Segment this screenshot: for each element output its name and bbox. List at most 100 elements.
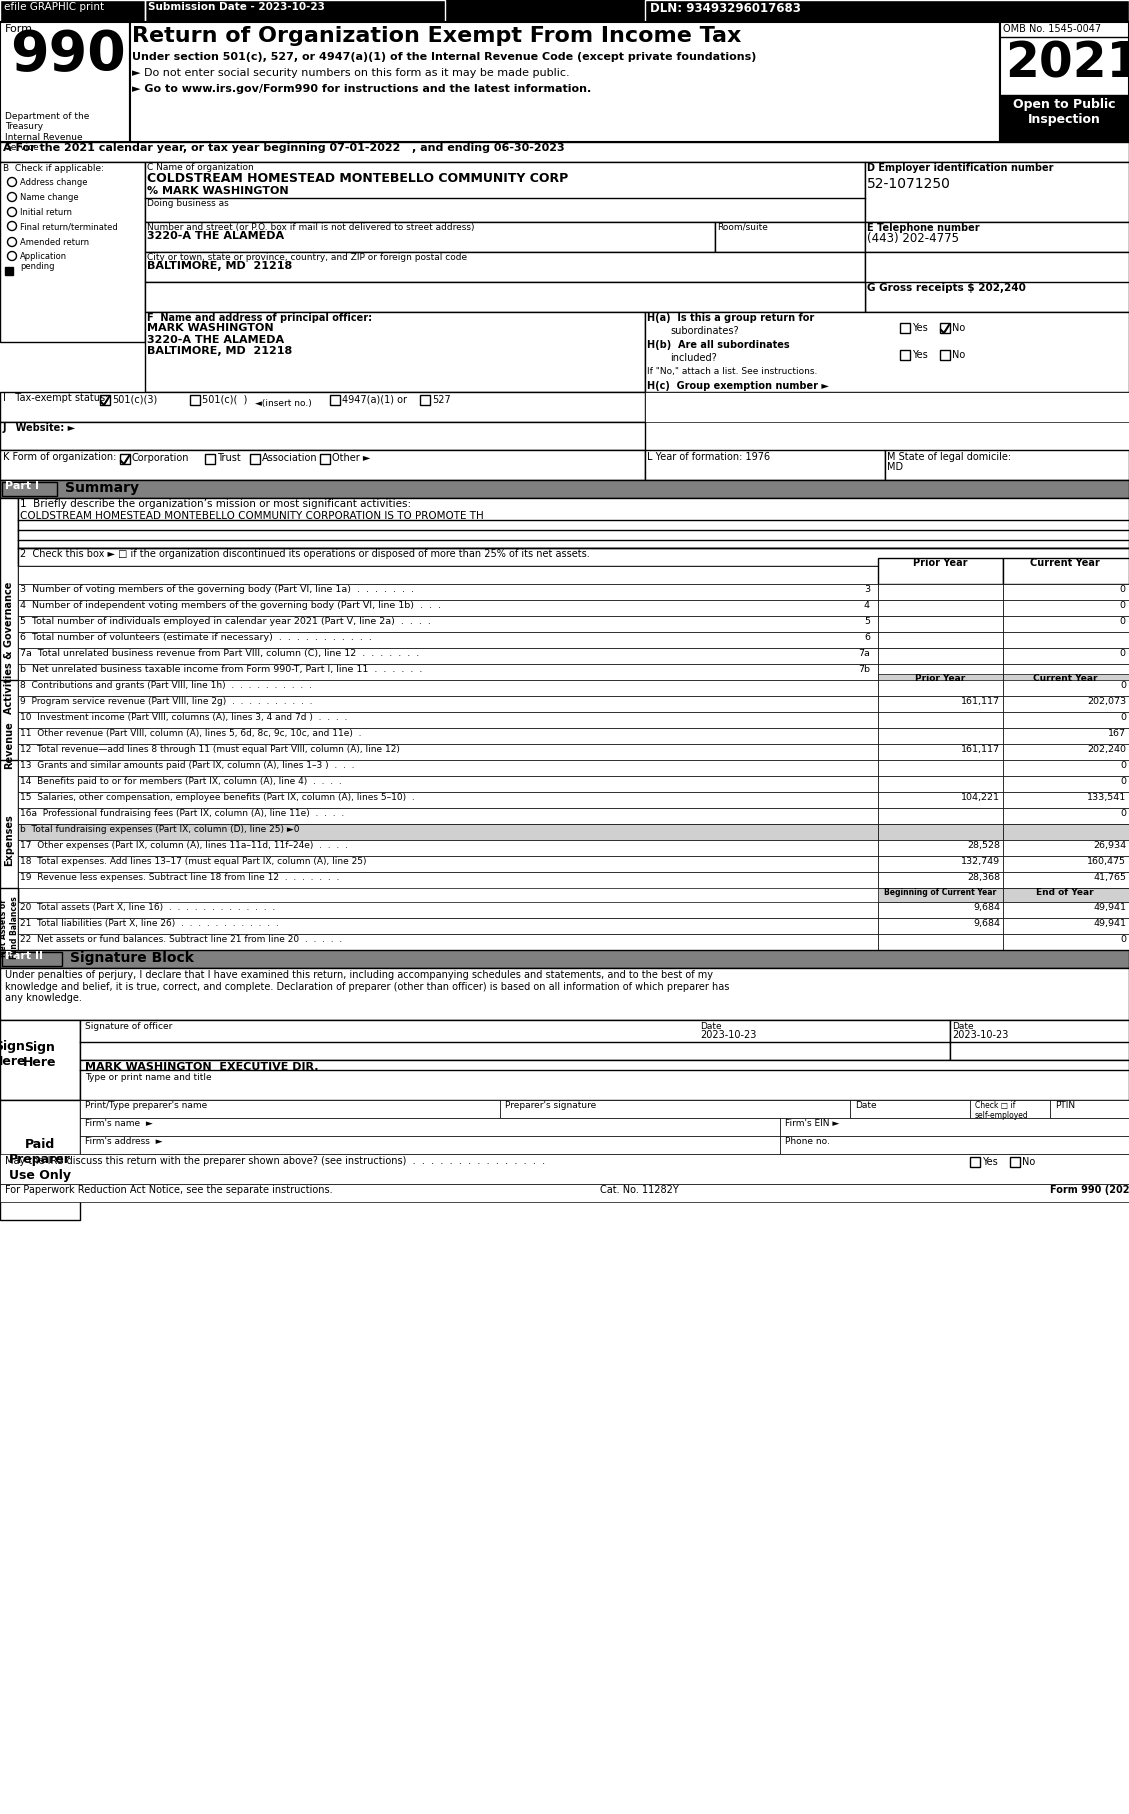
Text: M State of legal domicile:: M State of legal domicile: [887, 452, 1012, 463]
Bar [18, 760, 878, 776]
Bar [0, 889, 18, 969]
Bar [0, 680, 18, 811]
Text: Under section 501(c), 527, or 4947(a)(1) of the Internal Revenue Code (except pr: Under section 501(c), 527, or 4947(a)(1)… [132, 53, 756, 62]
Bar [18, 648, 878, 664]
Text: Yes: Yes [912, 323, 928, 334]
Bar [18, 600, 878, 617]
Bar [80, 1117, 780, 1136]
Text: 15  Salaries, other compensation, employee benefits (Part IX, column (A), lines : 15 Salaries, other compensation, employe… [20, 793, 414, 802]
Bar [145, 161, 865, 221]
Bar [1003, 918, 1129, 934]
Bar [878, 600, 1003, 617]
Bar [1003, 776, 1129, 793]
Text: Cat. No. 11282Y: Cat. No. 11282Y [599, 1185, 679, 1195]
Text: 4  Number of independent voting members of the governing body (Part VI, line 1b): 4 Number of independent voting members o… [20, 600, 441, 610]
Bar [0, 1185, 1129, 1203]
Text: 16a  Professional fundraising fees (Part IX, column (A), line 11e)  .  .  .  .: 16a Professional fundraising fees (Part … [20, 809, 344, 818]
Bar [80, 1136, 780, 1154]
Bar [878, 617, 1003, 631]
Text: G Gross receipts $ 202,240: G Gross receipts $ 202,240 [867, 283, 1026, 294]
Text: 22  Net assets or fund balances. Subtract line 21 from line 20  .  .  .  .  .: 22 Net assets or fund balances. Subtract… [20, 934, 342, 943]
Bar [1003, 648, 1129, 664]
Text: MARK WASHINGTON  EXECUTIVE DIR.: MARK WASHINGTON EXECUTIVE DIR. [85, 1061, 318, 1072]
Text: 2021: 2021 [1005, 40, 1129, 89]
Bar [18, 617, 878, 631]
Text: 0: 0 [1120, 776, 1126, 785]
Text: End of Year: End of Year [1036, 889, 1094, 896]
Bar [500, 1099, 850, 1117]
Text: Return of Organization Exempt From Income Tax: Return of Organization Exempt From Incom… [132, 25, 742, 45]
Bar [190, 395, 200, 405]
Text: Application
pending: Application pending [20, 252, 67, 272]
Text: Signature Block: Signature Block [70, 951, 194, 965]
Text: included?: included? [669, 354, 717, 363]
Text: Current Year: Current Year [1033, 675, 1097, 684]
Text: C Name of organization: C Name of organization [147, 163, 254, 172]
Bar [878, 873, 1003, 889]
Text: 0: 0 [1120, 934, 1126, 943]
Text: 160,475: 160,475 [1087, 856, 1126, 865]
Bar [1000, 22, 1129, 141]
Text: Part II: Part II [5, 951, 43, 961]
Text: Sign
Here: Sign Here [24, 1041, 56, 1068]
Bar [145, 312, 645, 392]
Text: Under penalties of perjury, I declare that I have examined this return, includin: Under penalties of perjury, I declare th… [5, 970, 729, 1003]
Text: COLDSTREAM HOMESTEAD MONTEBELLO COMMUNITY CORP: COLDSTREAM HOMESTEAD MONTEBELLO COMMUNIT… [147, 172, 568, 185]
Text: Doing business as: Doing business as [147, 200, 229, 209]
Text: 5: 5 [864, 617, 870, 626]
Bar [780, 1117, 1129, 1136]
Text: Trust: Trust [217, 454, 240, 463]
Text: Preparer's signature: Preparer's signature [505, 1101, 596, 1110]
Bar [1003, 559, 1129, 584]
Bar [885, 450, 1129, 481]
Text: 501(c)(  ): 501(c)( ) [202, 395, 247, 405]
Text: 8  Contributions and grants (Part VIII, line 1h)  .  .  .  .  .  .  .  .  .  .: 8 Contributions and grants (Part VIII, l… [20, 680, 312, 689]
Bar [2, 952, 62, 967]
Bar [1003, 840, 1129, 856]
Text: Sign
Here: Sign Here [0, 1039, 27, 1068]
Bar [0, 1099, 80, 1221]
Bar [865, 252, 1129, 312]
Text: Summary: Summary [65, 481, 139, 495]
Text: Phone no.: Phone no. [785, 1137, 830, 1146]
Bar [18, 697, 878, 713]
Text: 11  Other revenue (Part VIII, column (A), lines 5, 6d, 8c, 9c, 10c, and 11e)  .: 11 Other revenue (Part VIII, column (A),… [20, 729, 361, 738]
Text: 5  Total number of individuals employed in calendar year 2021 (Part V, line 2a) : 5 Total number of individuals employed i… [20, 617, 431, 626]
Text: 12  Total revenue—add lines 8 through 11 (must equal Part VIII, column (A), line: 12 Total revenue—add lines 8 through 11 … [20, 746, 400, 755]
Text: Initial return: Initial return [20, 209, 72, 218]
Bar [878, 760, 1003, 776]
Bar [0, 161, 145, 343]
Bar [645, 0, 1129, 22]
Bar [645, 392, 1129, 423]
Bar [878, 776, 1003, 793]
Bar [0, 1154, 1129, 1185]
Bar [18, 824, 878, 840]
Bar [1003, 675, 1129, 688]
Bar [0, 450, 645, 481]
Text: Paid
Preparer
Use Only: Paid Preparer Use Only [9, 1139, 71, 1181]
Text: 4947(a)(1) or: 4947(a)(1) or [342, 395, 406, 405]
Bar [645, 450, 885, 481]
Bar [18, 664, 878, 680]
Text: Part I: Part I [5, 481, 40, 492]
Text: MD: MD [887, 463, 903, 472]
Bar [1003, 680, 1129, 697]
Text: Form: Form [5, 24, 33, 34]
Text: 1  Briefly describe the organization’s mission or most significant activities:: 1 Briefly describe the organization’s mi… [20, 499, 411, 510]
Bar [120, 454, 130, 464]
Bar [1050, 1099, 1129, 1117]
Text: Form 990 (2021): Form 990 (2021) [1050, 1185, 1129, 1195]
Bar [330, 395, 340, 405]
Text: Open to Public
Inspection: Open to Public Inspection [1013, 98, 1115, 125]
Bar [878, 934, 1003, 951]
Text: City or town, state or province, country, and ZIP or foreign postal code: City or town, state or province, country… [147, 252, 467, 261]
Bar [18, 856, 878, 873]
Bar [1003, 807, 1129, 824]
Bar [18, 902, 878, 918]
Bar [1010, 1157, 1019, 1166]
Text: ► Go to www.irs.gov/Form990 for instructions and the latest information.: ► Go to www.irs.gov/Form990 for instruct… [132, 83, 592, 94]
Bar [878, 793, 1003, 807]
Bar [18, 499, 1129, 548]
Bar [878, 697, 1003, 713]
Text: MARK WASHINGTON
3220-A THE ALAMEDA
BALTIMORE, MD  21218: MARK WASHINGTON 3220-A THE ALAMEDA BALTI… [147, 323, 292, 356]
